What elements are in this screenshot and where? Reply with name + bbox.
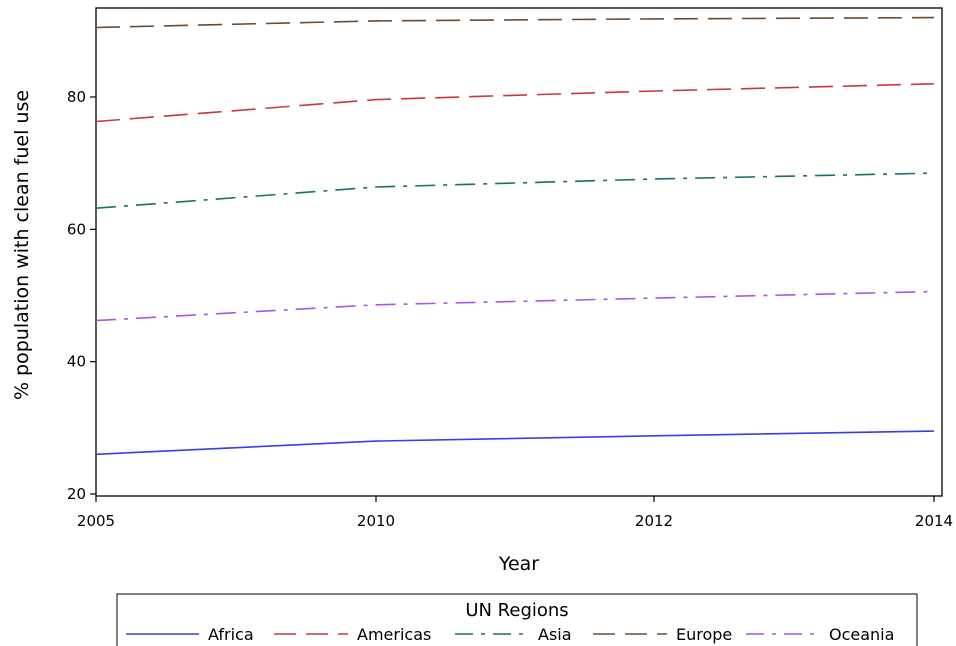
series-line-oceania [95, 290, 935, 322]
x-tick-label: 2010 [357, 512, 395, 530]
legend-label-asia: Asia [538, 625, 572, 644]
y-tick-label: 60 [67, 220, 86, 238]
y-tick-label: 80 [67, 88, 86, 106]
legend-title: UN Regions [465, 600, 568, 621]
y-tick-label: 40 [67, 353, 86, 371]
series-line-europe [95, 16, 935, 29]
x-tick-label: 2012 [635, 512, 673, 530]
legend-label-africa: Africa [208, 625, 254, 644]
x-tick-label: 2005 [77, 512, 115, 530]
y-axis: 20 40 60 80 [67, 88, 96, 503]
x-axis: 2005 2010 2012 2014 [77, 496, 953, 530]
series-line-americas [95, 83, 935, 123]
legend-label-oceania: Oceania [829, 625, 894, 644]
y-tick-label: 20 [67, 485, 86, 503]
series-line-africa [95, 430, 935, 456]
legend: UN Regions Africa Americas Asia Europe Ocean… [116, 593, 918, 646]
series-line-asia [95, 172, 935, 209]
series-layer [95, 16, 935, 456]
legend-label-europe: Europe [676, 625, 732, 644]
x-tick-label: 2014 [915, 512, 953, 530]
x-axis-label: Year [498, 553, 539, 575]
legend-frame [116, 593, 918, 646]
legend-items: Africa Americas Asia Europe Oceania [126, 625, 894, 644]
plot-frame [95, 7, 943, 497]
y-axis-label: % population with clean fuel use [11, 90, 33, 400]
legend-label-americas: Americas [357, 625, 431, 644]
